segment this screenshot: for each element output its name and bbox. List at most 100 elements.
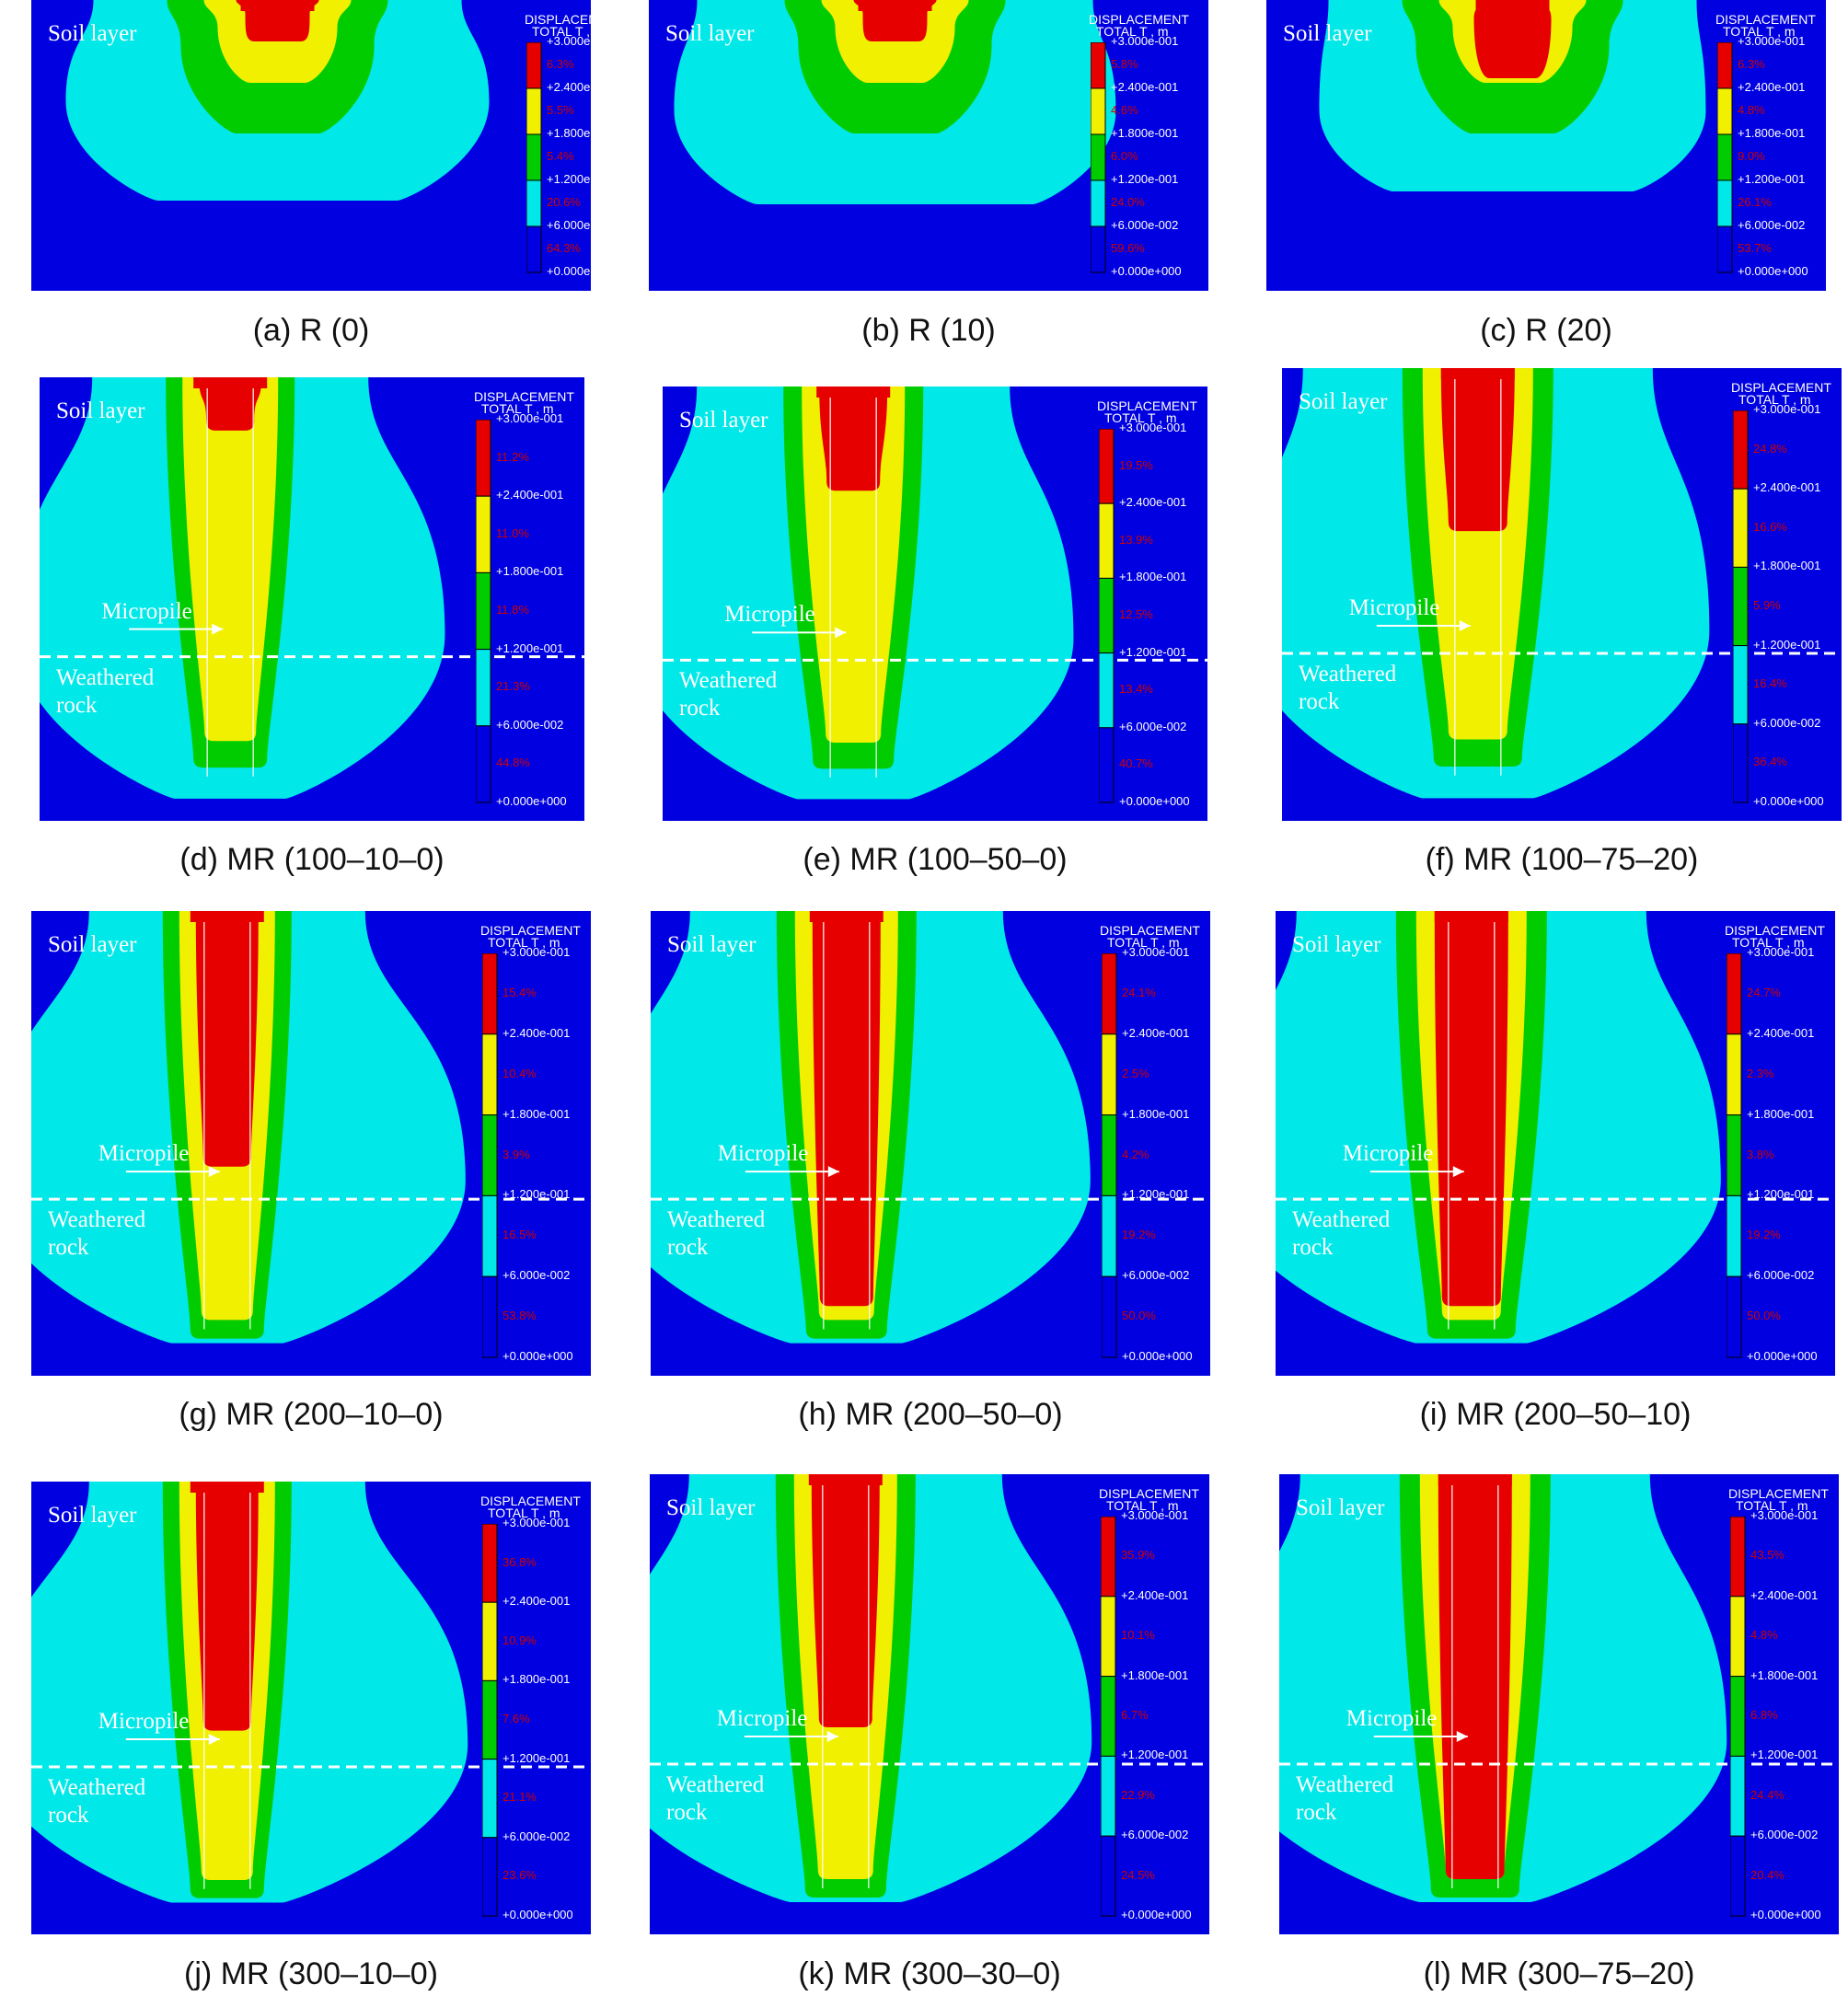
legend-percentage: 23.6% (502, 1868, 537, 1883)
soil-layer-label: Soil layer (1296, 1495, 1385, 1520)
legend-tick-label: +6.000e-002 (547, 218, 591, 232)
legend-tick-label: +2.400e-001 (1753, 480, 1821, 495)
footing (1434, 911, 1508, 922)
legend-tick-label: +1.200e-001 (1121, 1748, 1189, 1762)
soil-layer-label: Soil layer (666, 1495, 756, 1520)
arrow-head (1459, 619, 1471, 631)
legend-subtitle: TOTAL T , m (481, 401, 554, 416)
soil-layer-label: Soil layer (1299, 389, 1388, 414)
footing (190, 911, 264, 922)
legend-percentage: 11.0% (496, 525, 529, 540)
legend-percentage: 35.9% (1121, 1548, 1155, 1563)
legend-subtitle: TOTAL T , m (488, 935, 560, 950)
legend-percentage: 16.5% (502, 1228, 537, 1242)
legend-swatch (1730, 1596, 1746, 1678)
legend-swatch (1099, 577, 1115, 654)
arrow-head (208, 1733, 220, 1745)
legend-tick-label: +3.000e-001 (547, 34, 591, 48)
panel-caption: (c) R (20) (1480, 313, 1612, 348)
micropile-label: Micropile (101, 598, 192, 624)
legend-tick-label: +3.000e-001 (1122, 945, 1190, 959)
micropile-label: Micropile (724, 602, 815, 628)
legend-tick-label: +0.000e+000 (502, 1908, 573, 1921)
micropile-label: Micropile (98, 1141, 190, 1167)
legend-tick-label: +1.800e-001 (1122, 1106, 1190, 1121)
legend-swatch (1733, 723, 1749, 803)
legend-tick-label: +2.400e-001 (1738, 80, 1806, 94)
legend-swatch (1102, 1194, 1117, 1277)
legend-tick-label: +1.200e-001 (1122, 1187, 1190, 1202)
legend-swatch (1091, 179, 1106, 227)
legend-swatch (1717, 179, 1733, 227)
legend-swatch (1102, 953, 1117, 1035)
soil-layer-label: Soil layer (48, 1503, 137, 1528)
legend-tick-label: +3.000e-001 (1121, 1508, 1189, 1522)
legend-tick-label: +1.200e-001 (1747, 1187, 1815, 1202)
legend-percentage: 43.5% (1750, 1548, 1784, 1563)
panel-caption: (l) MR (300–75–20) (1423, 1956, 1695, 1991)
legend-percentage: 9.0% (1738, 149, 1765, 163)
legend-subtitle: TOTAL T , m (1736, 1498, 1808, 1513)
panel-caption: (f) MR (100–75–20) (1425, 842, 1699, 877)
legend-tick-label: +2.400e-001 (1750, 1587, 1819, 1602)
legend-tick-label: +6.000e-002 (1750, 1828, 1819, 1842)
legend-swatch (526, 179, 542, 227)
arrow-head (826, 1731, 838, 1742)
legend-swatch (1101, 1676, 1116, 1757)
legend-tick-label: +1.800e-001 (1111, 126, 1179, 140)
yellow-zone (182, 377, 279, 742)
legend-percentage: 11.8% (496, 603, 529, 617)
legend-swatch (1102, 1275, 1117, 1358)
footing (190, 1482, 264, 1493)
legend-tick-label: +6.000e-002 (1753, 715, 1821, 730)
legend-tick-label: +1.200e-001 (1119, 644, 1187, 659)
legend-swatch (526, 225, 542, 273)
contour-panel: Micropile Weathered rock Soil layer DISPLAC… (1276, 911, 1835, 1376)
contour-panel: Micropile Weathered rock Soil layer DISPLAC… (663, 387, 1207, 821)
legend-percentage: 4.2% (1122, 1147, 1149, 1161)
legend-percentage: 11.2% (496, 449, 529, 464)
weathered-rock-label: Weathered rock (667, 1207, 766, 1261)
legend-percentage: 50.0% (1747, 1309, 1781, 1323)
legend-swatch (1727, 1194, 1742, 1277)
legend-swatch (1727, 953, 1742, 1035)
red-zone (199, 377, 262, 431)
weathered-rock-label: Weathered rock (679, 668, 778, 721)
weathered-rock-label: Weathered rock (48, 1207, 146, 1261)
legend-tick-label: +1.200e-001 (1750, 1748, 1819, 1762)
legend-tick-label: +2.400e-001 (1122, 1025, 1190, 1040)
legend-title: DISPLACEMENT (480, 923, 581, 938)
legend-swatch (482, 953, 498, 1035)
red-zone (1438, 1474, 1512, 1879)
arrow-head (1452, 1166, 1464, 1178)
legend-colorbar (1733, 410, 1749, 803)
legend-colorbar (1727, 953, 1742, 1358)
legend-tick-label: +0.000e+000 (1753, 794, 1824, 808)
legend-percentage: 2.3% (1747, 1066, 1774, 1080)
legend-swatch (1091, 133, 1106, 181)
legend-percentage: 5.8% (1111, 57, 1138, 71)
arrow-head (827, 1166, 839, 1178)
soil-layer-label: Soil layer (48, 932, 137, 957)
legend-tick-label: +2.400e-001 (547, 80, 591, 94)
legend-swatch (1099, 727, 1115, 803)
legend-swatch (1730, 1517, 1746, 1598)
legend-swatch (1717, 42, 1733, 89)
legend-subtitle: TOTAL T , m (1107, 935, 1180, 950)
contour-panel: Micropile Weathered rock Soil layer DISPLAC… (40, 377, 584, 821)
legend-percentage: 26.1% (1738, 195, 1772, 209)
soil-layer-label: Soil layer (665, 21, 755, 46)
legend-tick-label: +0.000e+000 (1122, 1349, 1193, 1363)
legend-tick-label: +3.000e-001 (1753, 402, 1821, 416)
legend-percentage: 53.8% (502, 1309, 537, 1323)
legend-percentage: 6.7% (1121, 1708, 1149, 1722)
legend-percentage: 13.9% (1119, 532, 1153, 547)
legend-subtitle: TOTAL T , m (488, 1506, 560, 1520)
contour-panel: Micropile Weathered rock Soil layer DISPLAC… (651, 911, 1210, 1376)
legend-percentage: 3.8% (1747, 1147, 1774, 1161)
weathered-rock-label: Weathered rock (1292, 1207, 1391, 1261)
